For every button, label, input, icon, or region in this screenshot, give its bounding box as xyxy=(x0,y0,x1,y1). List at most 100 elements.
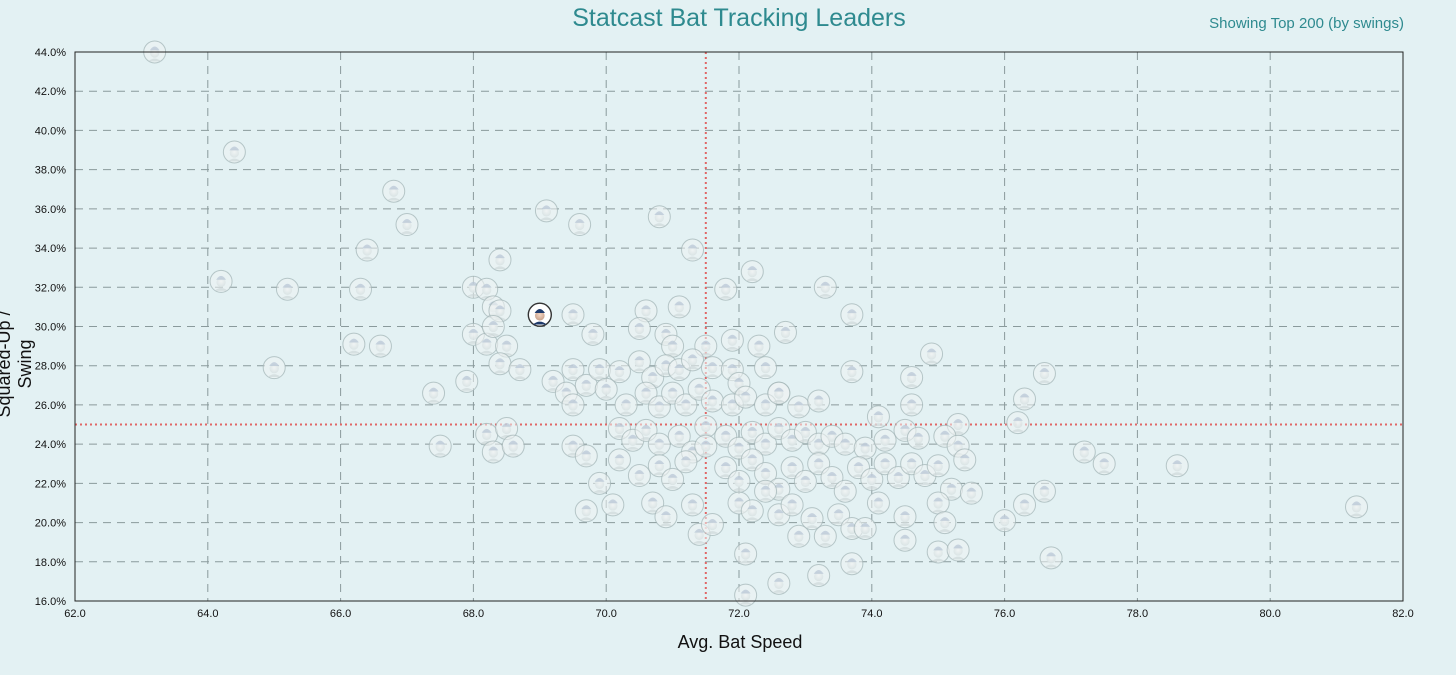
player-point[interactable] xyxy=(455,369,479,393)
player-point[interactable] xyxy=(262,356,286,380)
player-point[interactable] xyxy=(1092,452,1116,476)
player-point[interactable] xyxy=(481,315,505,338)
player-point[interactable] xyxy=(667,295,691,319)
player-point[interactable] xyxy=(767,381,791,405)
player-point[interactable] xyxy=(674,450,698,474)
player-point[interactable] xyxy=(866,405,890,429)
player-point[interactable] xyxy=(574,444,598,468)
player-point[interactable] xyxy=(807,564,831,588)
player-point[interactable] xyxy=(920,342,944,366)
player-point[interactable] xyxy=(793,469,817,493)
player-point[interactable] xyxy=(720,328,744,352)
player-point[interactable] xyxy=(953,448,977,472)
player-point[interactable] xyxy=(561,393,585,417)
player-point[interactable] xyxy=(647,205,671,229)
player-point[interactable] xyxy=(588,471,612,495)
player-point[interactable] xyxy=(893,528,917,552)
player-point[interactable] xyxy=(740,260,764,284)
player-point[interactable] xyxy=(1013,387,1037,411)
player-point[interactable] xyxy=(495,334,519,358)
player-point[interactable] xyxy=(787,524,811,548)
player-point[interactable] xyxy=(681,493,705,517)
player-point[interactable] xyxy=(422,381,446,405)
player-point[interactable] xyxy=(667,424,691,448)
player-point[interactable] xyxy=(959,481,983,505)
player-point[interactable] xyxy=(581,322,605,346)
player-point[interactable] xyxy=(813,275,837,299)
player-point[interactable] xyxy=(395,213,419,237)
player-point[interactable] xyxy=(926,540,950,564)
player-point[interactable] xyxy=(840,552,864,576)
player-point[interactable] xyxy=(893,505,917,529)
player-point[interactable] xyxy=(840,360,864,384)
player-point[interactable] xyxy=(727,469,751,493)
player-point[interactable] xyxy=(900,393,924,417)
player-point[interactable] xyxy=(661,334,685,358)
player-point[interactable] xyxy=(368,334,392,358)
highlighted-player-point[interactable] xyxy=(527,302,552,327)
player-point[interactable] xyxy=(860,467,884,491)
player-point[interactable] xyxy=(1006,411,1030,435)
player-point[interactable] xyxy=(674,393,698,417)
player-point[interactable] xyxy=(926,491,950,515)
player-point[interactable] xyxy=(993,509,1017,533)
player-point[interactable] xyxy=(681,348,705,372)
player-point[interactable] xyxy=(275,277,299,301)
player-point[interactable] xyxy=(933,511,957,535)
player-point[interactable] xyxy=(143,40,167,64)
player-point[interactable] xyxy=(627,316,651,340)
player-point[interactable] xyxy=(946,538,970,562)
player-point[interactable] xyxy=(734,542,758,566)
player-point[interactable] xyxy=(754,356,778,380)
player-point[interactable] xyxy=(342,332,366,356)
player-point[interactable] xyxy=(767,571,791,595)
player-point[interactable] xyxy=(780,493,804,517)
player-point[interactable] xyxy=(787,395,811,419)
player-point[interactable] xyxy=(833,432,857,456)
player-point[interactable] xyxy=(700,389,724,413)
player-point[interactable] xyxy=(475,422,499,446)
player-point[interactable] xyxy=(607,360,631,384)
player-point[interactable] xyxy=(481,440,505,464)
player-point[interactable] xyxy=(773,320,797,344)
player-point[interactable] xyxy=(734,583,758,607)
player-point[interactable] xyxy=(754,432,778,456)
player-point[interactable] xyxy=(681,238,705,262)
player-point[interactable] xyxy=(647,432,671,456)
player-point[interactable] xyxy=(1032,479,1056,503)
player-point[interactable] xyxy=(833,479,857,503)
player-point[interactable] xyxy=(900,365,924,389)
player-point[interactable] xyxy=(209,269,233,293)
player-point[interactable] xyxy=(1072,440,1096,464)
player-point[interactable] xyxy=(740,499,764,523)
player-point[interactable] xyxy=(508,358,532,382)
player-point[interactable] xyxy=(853,516,877,540)
player-point[interactable] xyxy=(382,179,406,203)
player-point[interactable] xyxy=(807,389,831,413)
player-point[interactable] xyxy=(561,434,585,458)
player-point[interactable] xyxy=(714,277,738,301)
player-point[interactable] xyxy=(813,524,837,548)
player-point[interactable] xyxy=(428,434,452,458)
player-point[interactable] xyxy=(840,303,864,327)
player-point[interactable] xyxy=(1039,546,1063,570)
player-point[interactable] xyxy=(654,505,678,529)
player-point[interactable] xyxy=(501,434,525,458)
player-point[interactable] xyxy=(847,456,871,480)
player-point[interactable] xyxy=(488,248,512,272)
player-point[interactable] xyxy=(700,513,724,537)
player-point[interactable] xyxy=(873,428,897,452)
player-point[interactable] xyxy=(594,377,618,401)
player-point[interactable] xyxy=(634,299,658,323)
player-point[interactable] xyxy=(661,467,685,491)
player-point[interactable] xyxy=(588,358,612,382)
player-point[interactable] xyxy=(534,199,558,223)
player-point[interactable] xyxy=(614,393,638,417)
player-point[interactable] xyxy=(700,356,724,380)
player-point[interactable] xyxy=(574,499,598,523)
player-point[interactable] xyxy=(627,350,651,374)
player-point[interactable] xyxy=(800,507,824,531)
player-point[interactable] xyxy=(1032,362,1056,386)
player-point[interactable] xyxy=(561,303,585,327)
player-point[interactable] xyxy=(601,493,625,517)
